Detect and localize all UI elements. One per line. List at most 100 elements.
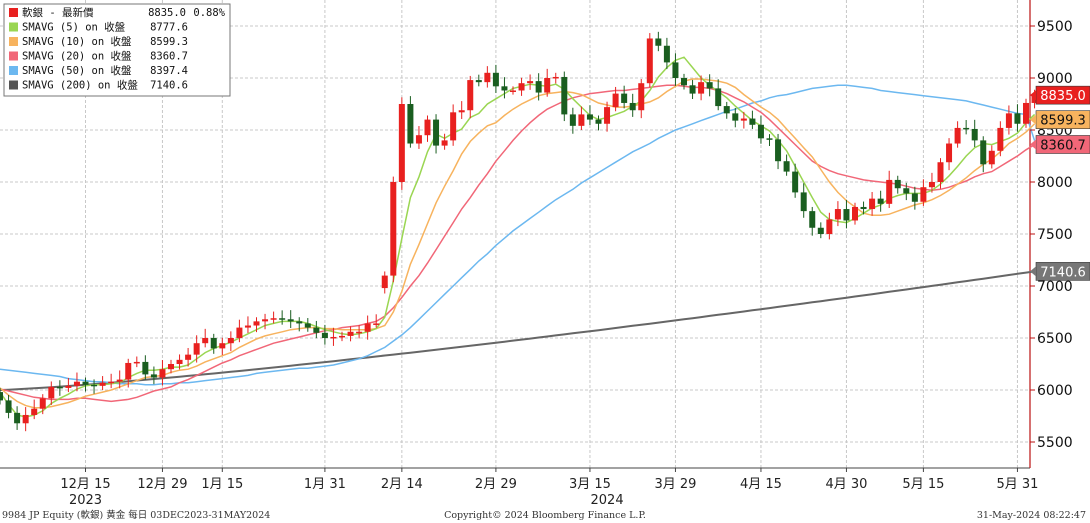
candle-body: [244, 325, 251, 328]
candle: [270, 311, 277, 324]
candle: [928, 172, 935, 193]
candle-body: [262, 319, 269, 322]
candle: [681, 73, 687, 90]
candle-body: [168, 364, 174, 370]
candle: [997, 121, 1004, 157]
legend-value: 8397.4: [150, 65, 188, 77]
candle-body: [621, 93, 628, 103]
candle-body: [809, 211, 816, 228]
candle: [475, 74, 482, 87]
candle-body: [31, 408, 38, 415]
candle: [971, 119, 978, 148]
candle-body: [869, 198, 876, 210]
candle-body: [99, 382, 106, 386]
legend-label: SMAVG (50) on 收盤: [22, 64, 132, 77]
candle-body: [954, 127, 961, 144]
candle-body: [766, 138, 773, 140]
candle: [91, 379, 98, 394]
candle: [5, 394, 12, 419]
x-tick-label: 2月 29: [475, 477, 517, 492]
sma200-line: [0, 270, 1035, 391]
candle-body: [928, 182, 935, 188]
x-tick-label: 4月 15: [740, 477, 782, 492]
candle-body: [980, 140, 987, 165]
candle: [698, 75, 705, 101]
candle-body: [253, 321, 260, 326]
candle: [321, 324, 328, 345]
candle-body: [569, 114, 576, 126]
candle-body: [663, 45, 670, 63]
candle-body: [91, 384, 98, 387]
candle-body: [5, 400, 12, 413]
candle: [518, 77, 525, 96]
candle-body: [441, 140, 448, 146]
candle: [852, 202, 858, 225]
candle-body: [997, 127, 1004, 151]
candle: [817, 222, 824, 239]
candle-body: [544, 78, 551, 93]
candle: [826, 212, 833, 240]
candle: [99, 376, 106, 390]
candle-body: [407, 104, 414, 144]
sma5-line: [0, 56, 1036, 418]
footer-timestamp: 31-May-2024 08:22:47: [977, 510, 1086, 521]
candle-body: [706, 82, 713, 89]
candle: [672, 53, 679, 86]
candle: [450, 104, 457, 146]
candle-body: [82, 381, 89, 385]
x-tick-label: 12月 15: [60, 477, 110, 492]
candle-body: [1005, 113, 1012, 128]
candle: [176, 354, 183, 370]
value-badge: 8360.7: [1030, 135, 1090, 154]
x-tick-label: 5月 15: [902, 477, 944, 492]
candle-body: [518, 83, 525, 91]
candle: [586, 105, 593, 126]
candle-body: [604, 107, 611, 124]
candle-body: [903, 188, 910, 194]
candle: [809, 206, 816, 236]
candle-body: [270, 318, 277, 320]
candle: [296, 317, 303, 332]
x-tick-label: 1月 15: [201, 477, 243, 492]
candle: [723, 101, 730, 119]
candle: [578, 106, 585, 130]
candle: [869, 191, 876, 216]
candle: [73, 372, 80, 392]
legend-label: SMAVG (5) on 收盤: [22, 21, 126, 34]
candle-body: [740, 118, 747, 121]
x-tick-label: 5月 31: [996, 477, 1038, 492]
candle: [142, 355, 149, 380]
candle: [356, 325, 363, 339]
legend-swatch: [9, 66, 18, 75]
x-tick-label: 3月 29: [654, 477, 696, 492]
candle: [168, 359, 174, 374]
candle-body: [219, 343, 226, 349]
candle-body: [14, 412, 21, 424]
candle-body: [0, 392, 3, 401]
candle-body: [450, 112, 457, 141]
candle: [569, 107, 576, 134]
candle: [1014, 104, 1021, 132]
candle: [595, 115, 602, 131]
candle: [14, 406, 21, 430]
candle-body: [159, 369, 166, 378]
candle: [82, 377, 89, 392]
candle: [1005, 105, 1012, 135]
candle: [706, 74, 713, 97]
candle: [749, 110, 756, 129]
candle: [663, 37, 670, 70]
y-tick-label: 9000: [1037, 71, 1073, 87]
legend-label: SMAVG (10) on 收盤: [22, 35, 132, 48]
candle-body: [698, 82, 705, 94]
candle-body: [321, 332, 328, 338]
candle-body: [552, 76, 559, 79]
candle: [373, 314, 380, 328]
candle: [860, 201, 867, 215]
candle-body: [125, 362, 132, 380]
candle-body: [937, 162, 944, 182]
candle: [612, 86, 619, 112]
candle: [244, 316, 251, 334]
candle-body: [202, 338, 209, 344]
candle-body: [339, 335, 345, 338]
candle-body: [715, 88, 722, 107]
